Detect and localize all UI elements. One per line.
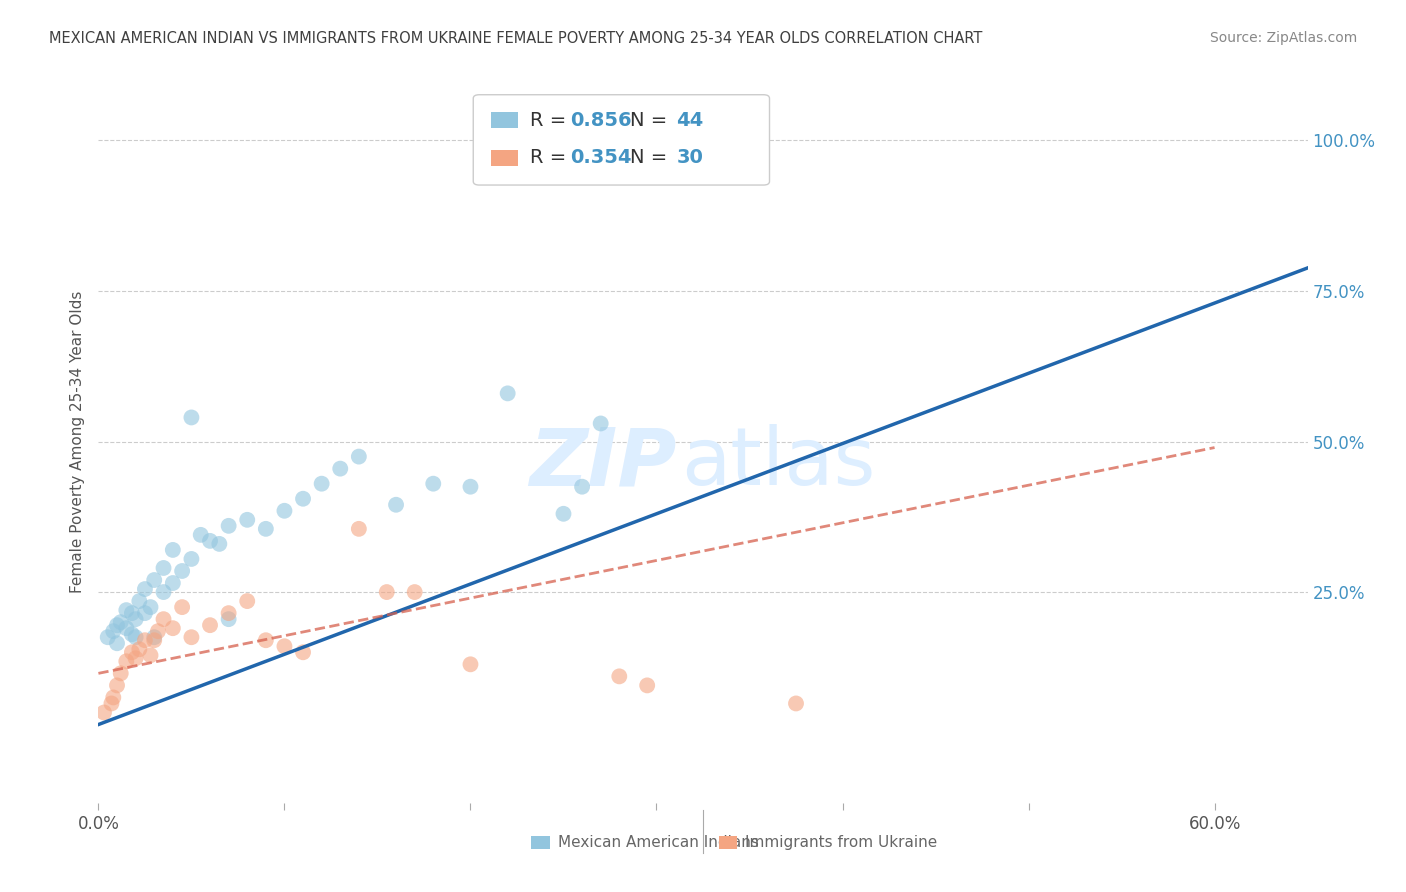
Text: 0.856: 0.856 <box>569 111 631 129</box>
Point <box>375 585 398 599</box>
Point <box>134 606 156 620</box>
Point <box>103 624 125 639</box>
Point <box>422 476 444 491</box>
Point <box>785 697 807 711</box>
Point <box>143 573 166 587</box>
Point <box>236 594 259 608</box>
Point <box>134 582 156 596</box>
Point <box>93 706 115 720</box>
Point <box>180 410 202 425</box>
Text: ZIP: ZIP <box>529 425 676 502</box>
Point <box>121 606 143 620</box>
Point <box>162 621 184 635</box>
Point <box>460 657 482 672</box>
Point <box>172 600 194 615</box>
Point <box>152 561 174 575</box>
Text: Immigrants from Ukraine: Immigrants from Ukraine <box>745 835 938 850</box>
Point <box>143 630 166 644</box>
Point <box>152 612 174 626</box>
Bar <box>492 150 517 166</box>
Point <box>404 585 426 599</box>
Point <box>121 627 143 641</box>
Point <box>218 606 240 620</box>
Point <box>292 645 315 659</box>
Text: Mexican American Indians: Mexican American Indians <box>558 835 759 850</box>
Point <box>329 461 352 475</box>
Point <box>636 678 658 692</box>
Point <box>273 639 295 653</box>
Text: Source: ZipAtlas.com: Source: ZipAtlas.com <box>1209 31 1357 45</box>
Bar <box>718 836 737 849</box>
Point <box>172 564 194 578</box>
Point <box>152 585 174 599</box>
Point <box>97 630 120 644</box>
Text: 30: 30 <box>676 148 703 167</box>
Point <box>311 476 333 491</box>
Point <box>198 618 221 632</box>
Point <box>143 633 166 648</box>
Point <box>100 697 122 711</box>
Point <box>128 642 150 657</box>
Point <box>105 618 128 632</box>
Point <box>198 533 221 548</box>
Point <box>162 576 184 591</box>
Point <box>292 491 315 506</box>
Point <box>134 633 156 648</box>
Y-axis label: Female Poverty Among 25-34 Year Olds: Female Poverty Among 25-34 Year Olds <box>69 291 84 592</box>
Point <box>139 600 162 615</box>
Text: atlas: atlas <box>682 425 876 502</box>
Point <box>385 498 408 512</box>
Point <box>208 537 231 551</box>
Point <box>105 636 128 650</box>
Point <box>115 621 138 635</box>
Point <box>273 504 295 518</box>
Point <box>139 648 162 663</box>
Bar <box>531 836 550 849</box>
FancyBboxPatch shape <box>474 95 769 185</box>
Point <box>121 645 143 659</box>
Point <box>347 450 370 464</box>
Point <box>128 594 150 608</box>
Point <box>110 615 132 630</box>
Point <box>218 519 240 533</box>
Point <box>110 666 132 681</box>
Point <box>180 552 202 566</box>
Point <box>571 480 593 494</box>
Point <box>236 513 259 527</box>
Text: 44: 44 <box>676 111 703 129</box>
Text: N =: N = <box>630 111 673 129</box>
Text: MEXICAN AMERICAN INDIAN VS IMMIGRANTS FROM UKRAINE FEMALE POVERTY AMONG 25-34 YE: MEXICAN AMERICAN INDIAN VS IMMIGRANTS FR… <box>49 31 983 46</box>
Point <box>460 480 482 494</box>
Point <box>218 612 240 626</box>
Point <box>180 630 202 644</box>
Point <box>496 386 519 401</box>
Point <box>553 507 575 521</box>
Text: N =: N = <box>630 148 673 167</box>
Point <box>254 522 277 536</box>
Point <box>124 651 146 665</box>
Point <box>103 690 125 705</box>
Point <box>115 654 138 668</box>
Point <box>124 612 146 626</box>
Point <box>146 624 169 639</box>
Point <box>190 528 212 542</box>
Point <box>347 522 370 536</box>
Point <box>607 669 630 683</box>
Point <box>115 603 138 617</box>
Text: 0.354: 0.354 <box>569 148 631 167</box>
Point <box>162 542 184 557</box>
Point <box>254 633 277 648</box>
Point <box>124 630 146 644</box>
Point <box>105 678 128 692</box>
Text: R =: R = <box>530 148 572 167</box>
Point <box>589 417 612 431</box>
Bar <box>492 112 517 128</box>
Text: R =: R = <box>530 111 572 129</box>
